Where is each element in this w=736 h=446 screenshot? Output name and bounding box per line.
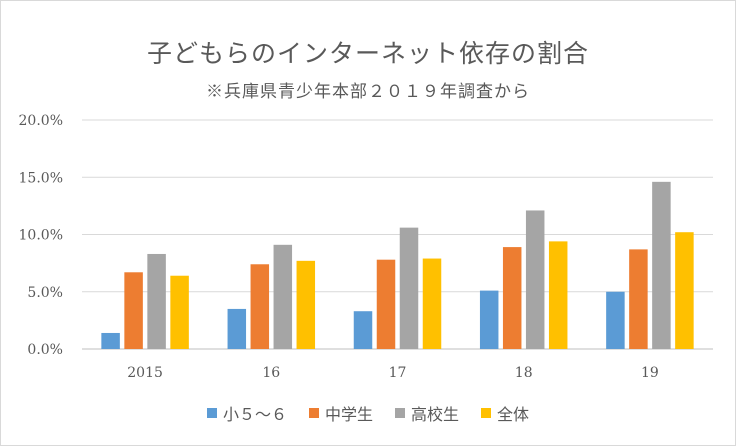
bar <box>273 244 293 349</box>
bar <box>147 253 166 349</box>
bars <box>101 181 694 349</box>
bar <box>227 308 247 349</box>
legend-item: 高校生 <box>395 401 459 425</box>
y-tick-label: 10.0% <box>19 228 63 244</box>
x-tick-label: 16 <box>262 365 280 381</box>
bar <box>124 272 143 349</box>
y-tick-label: 20.0% <box>19 113 63 129</box>
chart-subtitle: ※兵庫県青少年本部２０１９年調査から <box>206 82 530 102</box>
bar <box>170 275 189 349</box>
y-tick-label: 5.0% <box>27 285 63 301</box>
bar <box>675 232 694 349</box>
bar <box>422 258 442 349</box>
x-tick-label: 19 <box>641 365 659 381</box>
y-tick-label: 15.0% <box>19 170 63 186</box>
bar <box>353 311 373 349</box>
chart-title: 子どもらのインターネット依存の割合 <box>146 39 589 68</box>
legend-label: 全体 <box>497 405 530 424</box>
x-axis-ticks: 2015 16 17 18 19 <box>127 365 659 381</box>
legend: 小５～６ 中学生 高校生 全体 <box>0 401 736 425</box>
bar <box>376 259 396 349</box>
bar <box>548 241 568 349</box>
bar <box>296 260 316 349</box>
bar <box>250 264 270 349</box>
legend-item: 全体 <box>481 401 529 425</box>
bar <box>606 291 625 349</box>
bar <box>479 290 499 349</box>
bar <box>101 332 120 349</box>
bar <box>525 210 545 349</box>
bar <box>652 181 671 349</box>
bar <box>502 247 522 349</box>
legend-swatch <box>206 408 217 418</box>
legend-item: 小５～６ <box>206 401 287 425</box>
bar <box>629 249 648 349</box>
legend-swatch <box>395 408 405 418</box>
legend-item: 中学生 <box>308 401 373 425</box>
legend-swatch <box>308 408 319 418</box>
legend-label: 小５～６ <box>222 405 287 424</box>
legend-label: 中学生 <box>324 405 373 424</box>
x-tick-label: 17 <box>389 365 407 381</box>
bar <box>399 227 419 349</box>
legend-label: 高校生 <box>411 405 460 424</box>
y-axis-ticks: 0.0% 5.0% 10.0% 15.0% 20.0% <box>19 113 63 358</box>
x-tick-label: 2015 <box>127 365 163 381</box>
y-tick-label: 0.0% <box>27 342 63 358</box>
x-tick-label: 18 <box>515 365 533 381</box>
legend-swatch <box>481 408 492 418</box>
